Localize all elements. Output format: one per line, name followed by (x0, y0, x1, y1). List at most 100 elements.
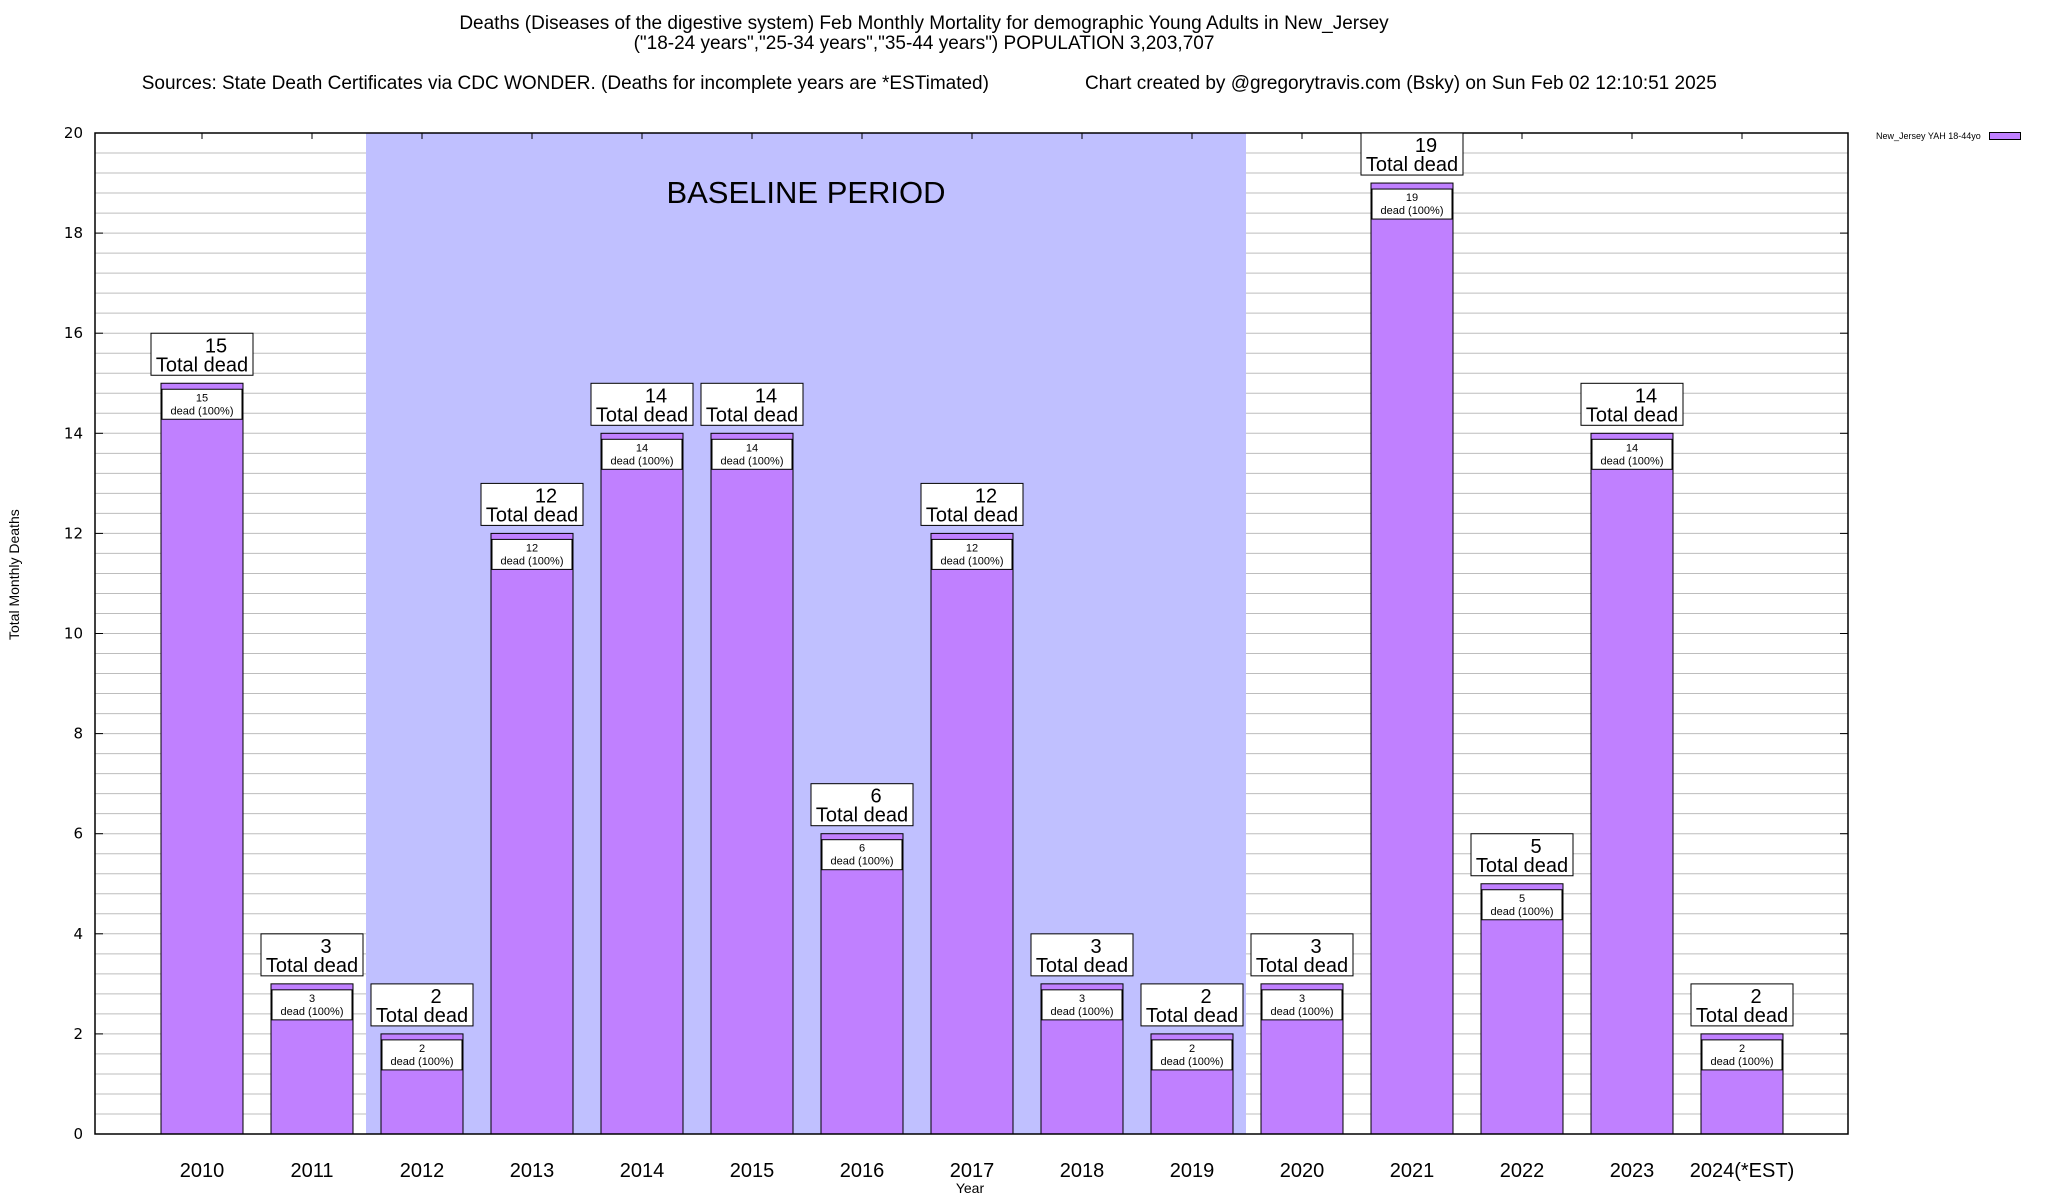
inner-label-box (1701, 1039, 1783, 1071)
inner-label-box (1371, 188, 1453, 220)
inner-label-count: 2 (419, 1043, 425, 1055)
bar-2021 (1370, 182, 1454, 1135)
total-label-box (260, 933, 364, 977)
inner-label-box (711, 438, 793, 470)
y-tick-label: 6 (73, 825, 83, 843)
x-tick-label: 2020 (1280, 1160, 1325, 1182)
legend: New_Jersey YAH 18-44yo (1876, 131, 2021, 141)
total-label-box (150, 332, 254, 376)
x-tick-label: 2021 (1390, 1160, 1435, 1182)
total-label-text: Total dead (706, 404, 798, 426)
total-label-text: Total dead (486, 504, 578, 526)
y-tick-label: 8 (73, 725, 83, 743)
y-axis-label: Total Monthly Deaths (6, 509, 22, 640)
total-label-box (700, 382, 804, 426)
inner-label-box (1591, 438, 1673, 470)
y-tick-label: 0 (73, 1125, 83, 1143)
inner-label-pct: dead (100%) (1161, 1056, 1224, 1068)
total-label-text: Total dead (1476, 855, 1568, 877)
inner-label-pct: dead (100%) (1601, 455, 1664, 467)
x-tick-label: 2015 (730, 1160, 775, 1182)
chart-title: Deaths (Diseases of the digestive system… (459, 13, 1389, 34)
total-label-count: 14 (755, 385, 777, 407)
total-label-count: 12 (535, 485, 557, 507)
x-tick-label: 2014 (620, 1160, 665, 1182)
total-label-text: Total dead (596, 404, 688, 426)
inner-label-pct: dead (100%) (1051, 1006, 1114, 1018)
bar-2010 (160, 382, 244, 1135)
inner-label-pct: dead (100%) (941, 555, 1004, 567)
inner-label-box (1481, 889, 1563, 921)
x-tick-label: 2018 (1060, 1160, 1105, 1182)
inner-label-box (821, 839, 903, 871)
inner-label-box (601, 438, 683, 470)
x-tick-label: 2013 (510, 1160, 555, 1182)
total-label-text: Total dead (1036, 955, 1128, 977)
x-axis-label: Year (955, 1180, 985, 1196)
y-tick-label: 2 (73, 1025, 83, 1043)
total-label-count: 14 (1635, 385, 1657, 407)
x-tick-label: 2012 (400, 1160, 445, 1182)
total-label-text: Total dead (816, 805, 908, 827)
total-label-box (1580, 382, 1684, 426)
total-label-box (1690, 983, 1794, 1027)
total-label-box (810, 783, 914, 827)
y-tick-label: 10 (64, 625, 83, 643)
total-label-text: Total dead (1256, 955, 1348, 977)
x-tick-label: 2024(*EST) (1690, 1160, 1795, 1182)
inner-label-count: 3 (1299, 993, 1305, 1005)
x-tick-label: 2016 (840, 1160, 885, 1182)
bar-2014 (600, 432, 684, 1135)
inner-label-count: 12 (526, 542, 538, 554)
x-tick-label: 2017 (950, 1160, 995, 1182)
inner-label-box (271, 989, 353, 1021)
total-label-box (920, 482, 1024, 526)
total-label-box (1250, 933, 1354, 977)
inner-label-count: 3 (1079, 993, 1085, 1005)
sources-text: Sources: State Death Certificates via CD… (141, 73, 989, 94)
baseline-period-label: BASELINE PERIOD (666, 175, 945, 210)
total-label-box (1030, 933, 1134, 977)
inner-label-box (161, 388, 243, 420)
y-tick-label: 20 (64, 124, 83, 142)
total-label-text: Total dead (266, 955, 358, 977)
inner-label-count: 3 (309, 993, 315, 1005)
inner-label-count: 6 (859, 843, 865, 855)
inner-label-pct: dead (100%) (171, 405, 234, 417)
total-label-box (1140, 983, 1244, 1027)
chart-subtitle: ("18-24 years","25-34 years","35-44 year… (633, 33, 1215, 54)
bar-2017 (930, 532, 1014, 1135)
total-label-count: 12 (975, 485, 997, 507)
inner-label-count: 14 (636, 442, 648, 454)
total-label-text: Total dead (376, 1005, 468, 1027)
credit-text: Chart created by @gregorytravis.com (Bsk… (1084, 73, 1717, 94)
inner-label-pct: dead (100%) (1711, 1056, 1774, 1068)
total-label-count: 5 (1530, 836, 1541, 858)
total-label-text: Total dead (1586, 404, 1678, 426)
inner-label-count: 15 (196, 392, 208, 404)
total-label-text: Total dead (926, 504, 1018, 526)
legend-swatch (1988, 132, 2021, 140)
inner-label-count: 2 (1739, 1043, 1745, 1055)
inner-label-pct: dead (100%) (501, 555, 564, 567)
inner-label-pct: dead (100%) (721, 455, 784, 467)
inner-label-count: 2 (1189, 1043, 1195, 1055)
total-label-text: Total dead (1696, 1005, 1788, 1027)
inner-label-box (381, 1039, 463, 1071)
bar-2013 (490, 532, 574, 1135)
bar-2023 (1590, 432, 1674, 1135)
inner-label-box (931, 538, 1013, 570)
total-label-count: 2 (430, 986, 441, 1008)
total-label-count: 6 (870, 786, 881, 808)
y-tick-label: 14 (64, 424, 83, 442)
total-label-text: Total dead (156, 354, 248, 376)
total-label-box (370, 983, 474, 1027)
total-label-count: 15 (205, 335, 227, 357)
total-label-count: 19 (1415, 135, 1437, 157)
y-tick-label: 4 (73, 925, 83, 943)
inner-label-box (1261, 989, 1343, 1021)
bar-2022 (1480, 883, 1564, 1135)
total-label-text: Total dead (1146, 1005, 1238, 1027)
inner-label-pct: dead (100%) (1381, 205, 1444, 217)
inner-label-box (1041, 989, 1123, 1021)
